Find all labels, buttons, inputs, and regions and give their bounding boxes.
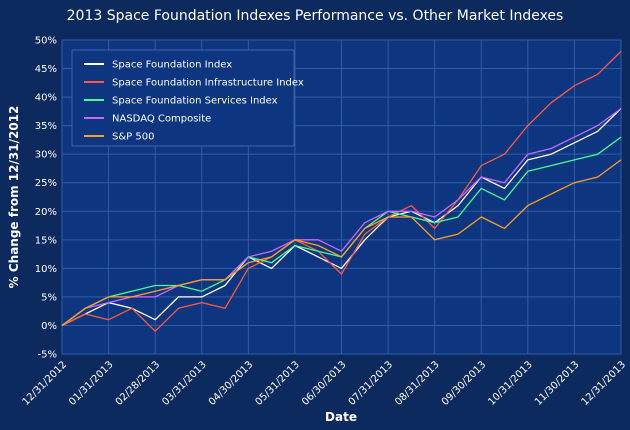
x-axis-label: Date bbox=[325, 410, 357, 424]
legend-label-3: NASDAQ Composite bbox=[112, 114, 211, 125]
y-tick-label: 15% bbox=[35, 235, 57, 246]
y-tick-label: 40% bbox=[35, 93, 57, 104]
chart-title: 2013 Space Foundation Indexes Performanc… bbox=[67, 8, 564, 24]
series-line-4 bbox=[61, 159, 622, 327]
series-line-0 bbox=[61, 108, 622, 327]
legend-label-1: Space Foundation Infrastructure Index bbox=[112, 78, 304, 89]
y-tick-label: 5% bbox=[41, 292, 57, 303]
series-line-3 bbox=[61, 107, 622, 327]
legend: Space Foundation Index Space Foundation I… bbox=[71, 49, 304, 147]
legend-box bbox=[71, 49, 295, 147]
legend-label-2: Space Foundation Services Index bbox=[112, 96, 278, 107]
y-tick-label: 0% bbox=[41, 321, 57, 332]
y-tick-label: 35% bbox=[35, 121, 57, 132]
y-axis-label: % Change from 12/31/2012 bbox=[7, 106, 21, 289]
series-lines bbox=[61, 50, 622, 332]
y-tick-label: 30% bbox=[35, 150, 57, 161]
y-tick-label: -5% bbox=[38, 350, 57, 361]
y-tick-label: 45% bbox=[35, 64, 57, 75]
series-line-1 bbox=[61, 50, 622, 332]
y-tick-label: 20% bbox=[35, 207, 57, 218]
legend-label-0: Space Foundation Index bbox=[112, 60, 232, 71]
y-axis-ticks: -5% 0% 5% 10% 15% 20% 25% 30% 35% 40% 45% 50% bbox=[35, 36, 57, 361]
y-tick-label: 50% bbox=[35, 36, 57, 47]
y-tick-label: 25% bbox=[35, 178, 57, 189]
legend-label-4: S&P 500 bbox=[112, 132, 154, 143]
y-tick-label: 10% bbox=[35, 264, 57, 275]
